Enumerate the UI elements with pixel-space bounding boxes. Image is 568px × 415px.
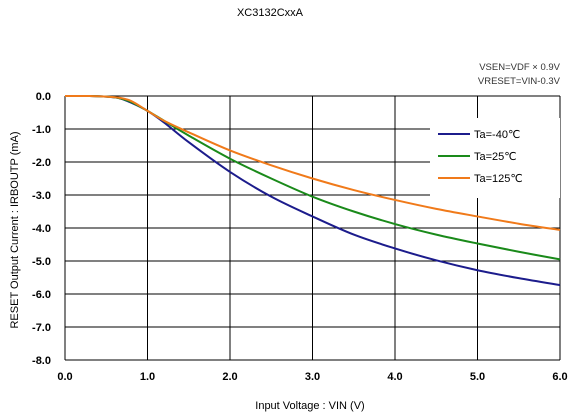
x-tick-label: 5.0 [470,371,485,383]
plot-lines [64,94,561,287]
y-tick-label: -3.0 [32,190,51,202]
x-tick-label: 0.0 [57,371,72,383]
chart-title: XC3132CxxA [237,7,304,19]
series-line [64,94,561,231]
y-axis-label: RESET Output Current : IRBOUTP (mA) [9,131,21,328]
y-tick-label: -1.0 [32,124,51,136]
legend-label: Ta=-40℃ [474,129,520,141]
y-tick-label: -6.0 [32,289,51,301]
x-tick-label: 2.0 [222,371,237,383]
legend-label: Ta=125℃ [474,173,523,185]
x-tick-label: 6.0 [552,371,567,383]
y-tick-label: -2.0 [32,157,51,169]
x-axis-label: Input Voltage : VIN (V) [255,400,364,412]
y-tick-label: -7.0 [32,322,51,334]
y-tick-labels: 0.0 -1.0 -2.0 -3.0 -4.0 -5.0 -6.0 -7.0 -8.0 [32,91,51,367]
condition-vsen: VSEN=VDF × 0.9V [479,62,560,73]
x-tick-label: 1.0 [140,371,155,383]
y-tick-label: -4.0 [32,223,51,235]
x-tick-label: 3.0 [305,371,320,383]
legend: Ta=-40℃ Ta=25℃ Ta=125℃ [438,129,523,185]
legend-box [430,118,560,198]
y-tick-label: -8.0 [32,355,51,367]
y-tick-label: -5.0 [32,256,51,268]
y-tick-label: 0.0 [36,91,51,103]
condition-vreset: VRESET=VIN-0.3V [478,76,561,87]
x-tick-label: 4.0 [387,371,402,383]
x-tick-labels: 0.0 1.0 2.0 3.0 4.0 5.0 6.0 [57,371,567,383]
legend-label: Ta=25℃ [474,151,517,163]
